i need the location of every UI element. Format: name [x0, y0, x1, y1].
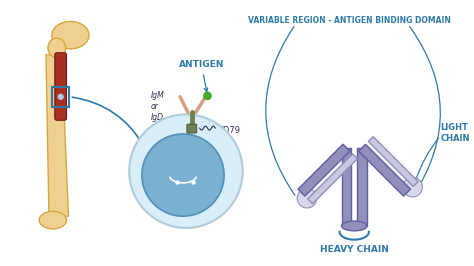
- Ellipse shape: [342, 221, 367, 231]
- Polygon shape: [359, 144, 410, 196]
- Text: LIGHT
CHAIN: LIGHT CHAIN: [440, 123, 470, 143]
- Circle shape: [58, 94, 63, 99]
- Ellipse shape: [52, 22, 89, 49]
- Polygon shape: [368, 137, 418, 186]
- Circle shape: [142, 134, 224, 216]
- Polygon shape: [342, 148, 351, 226]
- Text: CD79: CD79: [217, 126, 240, 135]
- Polygon shape: [46, 55, 69, 216]
- Polygon shape: [357, 148, 367, 226]
- FancyBboxPatch shape: [187, 124, 197, 133]
- Ellipse shape: [39, 211, 66, 229]
- Ellipse shape: [48, 38, 65, 58]
- Polygon shape: [308, 154, 357, 204]
- Polygon shape: [298, 144, 350, 196]
- Text: HEAVY CHAIN: HEAVY CHAIN: [320, 245, 389, 254]
- Text: VARIABLE REGION - ANTIGEN BINDING DOMAIN: VARIABLE REGION - ANTIGEN BINDING DOMAIN: [248, 16, 451, 25]
- Circle shape: [297, 188, 317, 208]
- FancyBboxPatch shape: [55, 53, 66, 120]
- Bar: [52, 87, 70, 107]
- Circle shape: [203, 92, 212, 100]
- Circle shape: [403, 177, 422, 197]
- Text: ANTIGEN: ANTIGEN: [179, 60, 224, 92]
- Circle shape: [129, 114, 243, 228]
- Text: IgM
or
IgD: IgM or IgD: [151, 91, 164, 122]
